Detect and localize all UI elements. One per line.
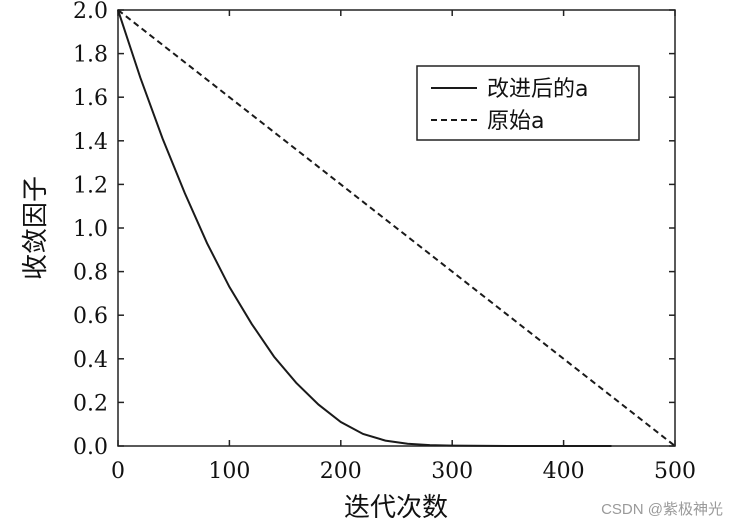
y-tick-label-3: 0.6 xyxy=(73,304,108,329)
x-tick-label-2: 200 xyxy=(320,459,362,484)
x-tick-label-5: 500 xyxy=(654,459,696,484)
y-tick-label-10: 2.0 xyxy=(73,0,108,24)
y-tick-label-9: 1.8 xyxy=(73,43,108,68)
y-tick-label-2: 0.4 xyxy=(73,348,108,373)
y-tick-label-6: 1.2 xyxy=(73,173,108,198)
x-tick-label-0: 0 xyxy=(111,459,125,484)
x-axis-label: 迭代次数 xyxy=(344,493,448,523)
y-axis-label: 收敛因子 xyxy=(21,176,51,280)
y-tick-label-5: 1.0 xyxy=(73,217,108,242)
legend-label-0: 改进后的a xyxy=(487,77,588,102)
x-tick-label-1: 100 xyxy=(208,459,250,484)
y-tick-label-8: 1.6 xyxy=(73,86,108,111)
y-tick-label-7: 1.4 xyxy=(73,130,108,155)
y-tick-label-1: 0.2 xyxy=(73,391,108,416)
y-tick-label-0: 0.0 xyxy=(73,435,108,460)
watermark: CSDN @紫极神光 xyxy=(601,501,723,518)
x-tick-label-3: 300 xyxy=(431,459,473,484)
x-tick-label-4: 400 xyxy=(543,459,585,484)
legend-box xyxy=(416,65,640,141)
series-line-0 xyxy=(117,9,612,447)
series-line-1 xyxy=(117,9,676,447)
legend-label-1: 原始a xyxy=(487,109,544,134)
y-tick-label-4: 0.8 xyxy=(73,261,108,286)
